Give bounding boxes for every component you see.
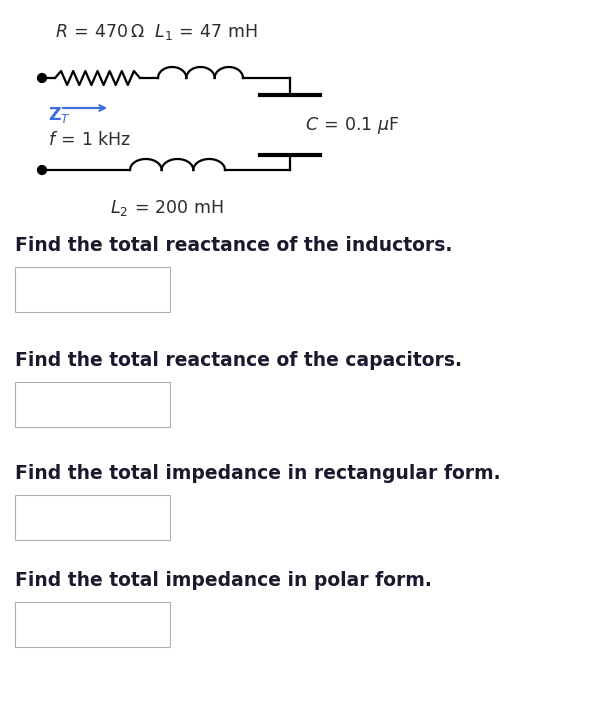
Text: Find the total reactance of the inductors.: Find the total reactance of the inductor… xyxy=(15,236,452,255)
Circle shape xyxy=(38,166,46,174)
Bar xyxy=(15,382,170,427)
Text: $L_2\,=\,200\ \mathrm{mH}$: $L_2\,=\,200\ \mathrm{mH}$ xyxy=(110,198,224,218)
Text: Find the total reactance of the capacitors.: Find the total reactance of the capacito… xyxy=(15,351,462,370)
Bar xyxy=(15,267,170,312)
Text: $C\,=\,0.1\ \mu\mathrm{F}$: $C\,=\,0.1\ \mu\mathrm{F}$ xyxy=(305,114,399,135)
Bar xyxy=(15,495,170,540)
Text: Find the total impedance in polar form.: Find the total impedance in polar form. xyxy=(15,571,432,590)
Text: $\mathbf{Z}_T$: $\mathbf{Z}_T$ xyxy=(48,105,71,125)
Circle shape xyxy=(38,74,46,82)
Text: $f\,=\,1\ \mathrm{kHz}$: $f\,=\,1\ \mathrm{kHz}$ xyxy=(48,131,131,149)
Text: $R\,=\,470\,\Omega\ \ L_1\,=\,47\ \mathrm{mH}$: $R\,=\,470\,\Omega\ \ L_1\,=\,47\ \mathr… xyxy=(55,22,257,42)
Text: Find the total impedance in rectangular form.: Find the total impedance in rectangular … xyxy=(15,464,501,483)
Bar xyxy=(15,602,170,647)
